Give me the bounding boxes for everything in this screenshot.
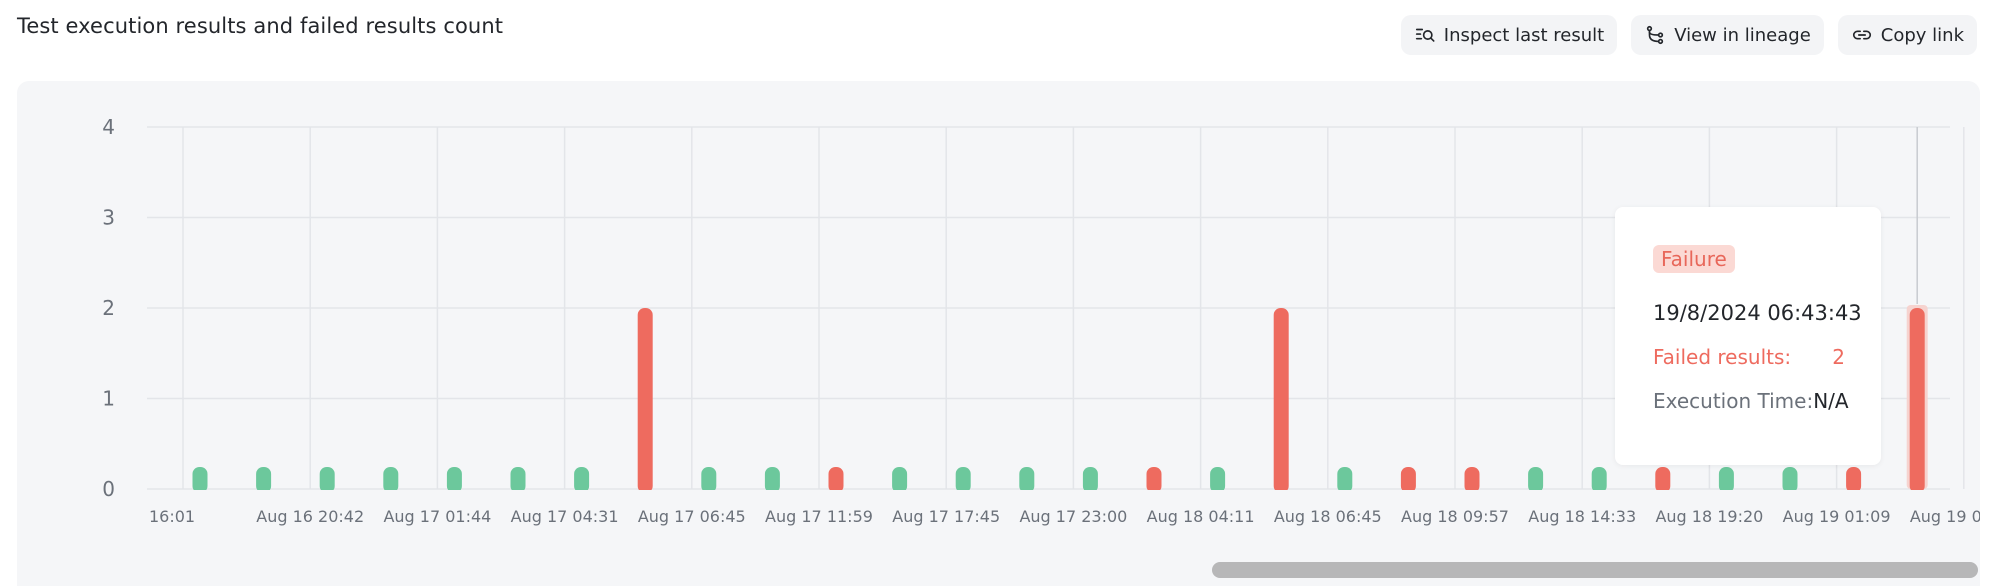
bar[interactable]	[256, 467, 272, 493]
tooltip-failed-value: 2	[1832, 345, 1845, 369]
bar[interactable]	[510, 467, 526, 493]
x-tick-label: Aug 19 06:43	[1910, 507, 1980, 526]
bar[interactable]	[1846, 467, 1862, 493]
horizontal-scrollbar[interactable]	[17, 556, 1980, 586]
x-tick-label: Aug 18 04:11	[1147, 507, 1255, 526]
copy-link-button[interactable]: Copy link	[1837, 15, 1977, 55]
inspect-icon	[1414, 24, 1436, 46]
tooltip-exec-value: N/A	[1813, 389, 1849, 413]
bar[interactable]	[446, 467, 462, 493]
bar[interactable]	[1591, 467, 1607, 493]
bar[interactable]	[637, 308, 653, 493]
y-axis: 0 1 2 3 4	[102, 115, 115, 501]
view-in-lineage-label: View in lineage	[1674, 24, 1811, 46]
x-tick-label: Aug 18 09:57	[1401, 507, 1509, 526]
bar[interactable]	[955, 467, 971, 493]
bar[interactable]	[192, 467, 208, 493]
scrollbar-thumb[interactable]	[1212, 562, 1978, 578]
x-tick-label: Aug 17 06:45	[638, 507, 746, 526]
chart-title: Test execution results and failed result…	[17, 14, 504, 38]
link-icon	[1851, 24, 1873, 46]
bar[interactable]	[383, 467, 399, 493]
bar[interactable]	[828, 467, 844, 493]
chart-tooltip: Failure 19/8/2024 06:43:43 Failed result…	[1615, 207, 1881, 465]
bar[interactable]	[1337, 467, 1353, 493]
status-badge: Failure	[1653, 245, 1735, 273]
tooltip-exec-label: Execution Time:	[1653, 389, 1814, 413]
y-tick-label: 0	[102, 477, 115, 501]
x-tick-label: Aug 17 11:59	[765, 507, 873, 526]
x-tick-label: Aug 17 23:00	[1019, 507, 1127, 526]
x-tick-label: 16:01	[149, 507, 195, 526]
bar[interactable]	[1146, 467, 1162, 493]
y-tick-label: 2	[102, 296, 115, 320]
bar[interactable]	[764, 467, 780, 493]
bar[interactable]	[1210, 467, 1226, 493]
tooltip-datetime: 19/8/2024 06:43:43	[1653, 301, 1862, 325]
y-tick-label: 4	[102, 115, 115, 139]
header-actions: Inspect last result View in lineage Copy…	[1400, 15, 1977, 55]
x-tick-label: Aug 19 01:09	[1783, 507, 1891, 526]
view-in-lineage-button[interactable]: View in lineage	[1631, 15, 1824, 55]
x-tick-label: Aug 16 20:42	[256, 507, 364, 526]
bar[interactable]	[1782, 467, 1798, 493]
bar[interactable]	[892, 467, 908, 493]
bar[interactable]	[1528, 467, 1544, 493]
bar[interactable]	[1400, 467, 1416, 493]
tooltip-failed-label: Failed results:	[1653, 345, 1792, 369]
x-tick-label: Aug 17 17:45	[892, 507, 1000, 526]
y-tick-label: 3	[102, 206, 115, 230]
x-axis: 16:01 Aug 16 20:42 Aug 17 01:44 Aug 17 04:3…	[149, 507, 1980, 526]
x-tick-label: Aug 17 01:44	[383, 507, 491, 526]
bar[interactable]	[574, 467, 590, 493]
bar[interactable]	[1273, 308, 1289, 493]
lineage-icon	[1644, 24, 1666, 46]
inspect-last-result-label: Inspect last result	[1443, 24, 1605, 46]
chart-panel: 0 1 2 3 4 16:01 Aug 16 20:42 Aug 17 01:44 Aug 1…	[17, 81, 1980, 586]
tooltip-failed-row: Failed results: 2	[1653, 345, 1845, 369]
bar[interactable]	[701, 467, 717, 493]
x-tick-label: Aug 18 19:20	[1655, 507, 1763, 526]
bar[interactable]	[1909, 308, 1925, 493]
bar[interactable]	[1082, 467, 1098, 493]
inspect-last-result-button[interactable]: Inspect last result	[1400, 15, 1618, 55]
tooltip-exec-row: Execution Time: N/A	[1653, 389, 1849, 413]
copy-link-label: Copy link	[1880, 24, 1964, 46]
bar[interactable]	[1019, 467, 1035, 493]
baseline-mask	[147, 490, 1950, 496]
x-tick-label: Aug 17 04:31	[511, 507, 619, 526]
bars	[147, 305, 1950, 496]
bar[interactable]	[1718, 467, 1734, 493]
y-tick-label: 1	[102, 387, 115, 411]
bar[interactable]	[1464, 467, 1480, 493]
bar[interactable]	[319, 467, 335, 493]
x-tick-label: Aug 18 06:45	[1274, 507, 1382, 526]
x-tick-label: Aug 18 14:33	[1528, 507, 1636, 526]
bar[interactable]	[1655, 467, 1671, 493]
